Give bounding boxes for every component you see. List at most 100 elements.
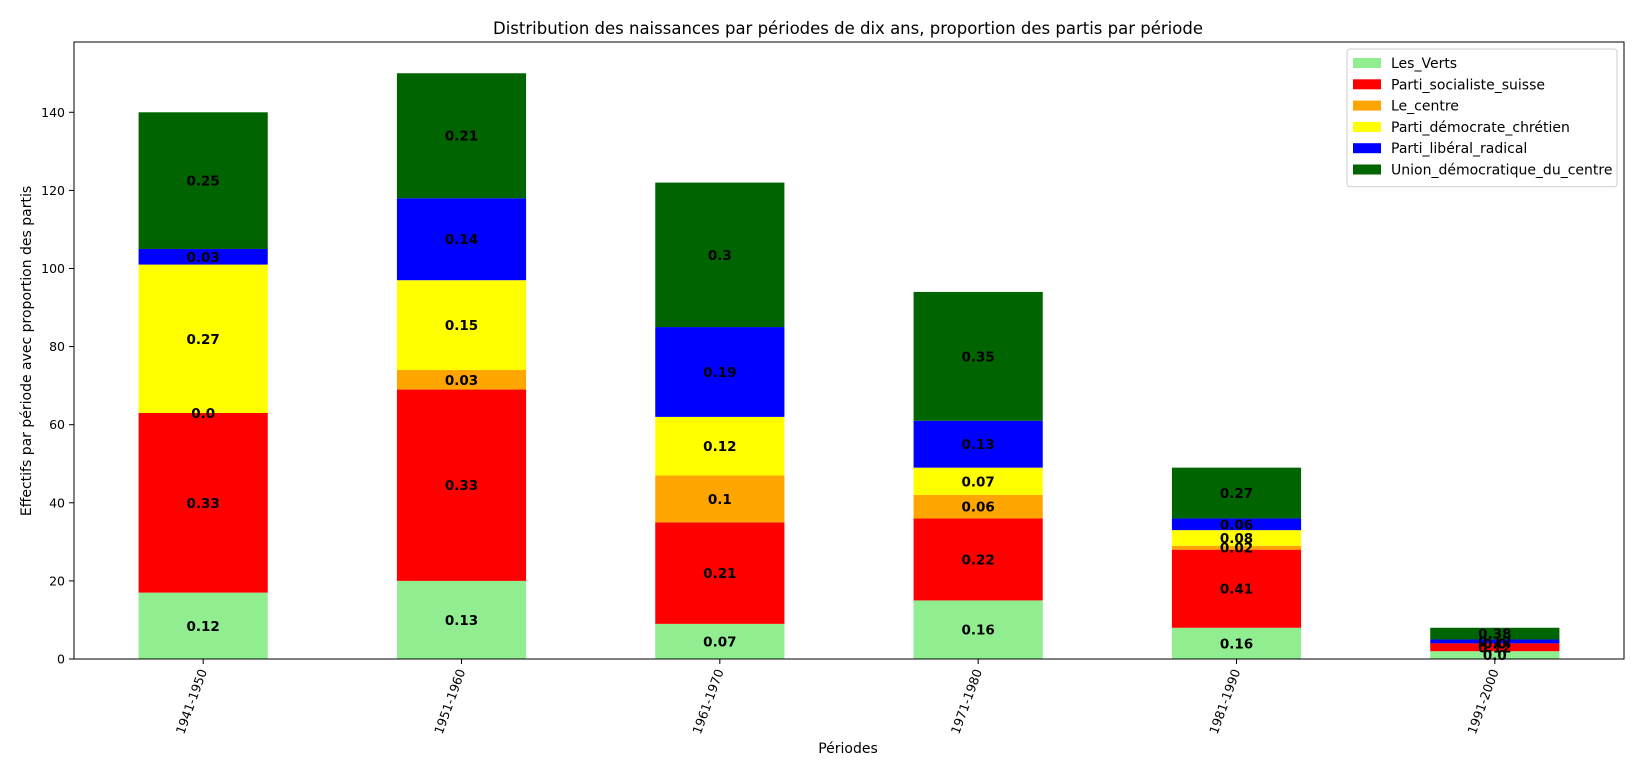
legend-box	[1346, 48, 1618, 188]
bar-value-label: 0.19	[703, 365, 736, 381]
bar-segment	[138, 248, 268, 265]
bar-value-label: 0.13	[445, 613, 478, 629]
bar-segment	[655, 475, 785, 523]
legend-entry-label: Parti_libéral_radical	[1391, 141, 1527, 157]
x-tick-label: 1961-1970	[689, 667, 726, 736]
legend-entry-label: Parti_socialiste_suisse	[1391, 77, 1545, 93]
bar-value-label: 0.07	[962, 474, 995, 490]
y-tick-label: 40	[49, 495, 65, 510]
bar-value-label: 0.22	[962, 552, 995, 568]
bar-value-label: 0.35	[962, 349, 995, 365]
bar-segment	[913, 518, 1043, 601]
bar-segment	[913, 494, 1043, 519]
bar-value-label: 0.08	[1220, 531, 1253, 547]
legend-swatch	[1353, 100, 1381, 111]
legend-swatch	[1353, 79, 1381, 90]
bar-segment	[1171, 530, 1302, 546]
bar-segment	[655, 416, 785, 476]
bar-value-label: 0.27	[187, 332, 220, 348]
bar-value-label: 0.27	[1220, 486, 1253, 502]
bar-labels-layer: 0.12 0.33 0.0 0.27 0.03 0.25 0.13 0.33 0.03 0.15 0…	[187, 129, 1512, 664]
x-tick-label: 1941-1950	[173, 667, 210, 736]
legend-swatch	[1353, 121, 1381, 132]
x-tick-label: 1991-2000	[1464, 667, 1501, 736]
bar-value-label: 0.12	[187, 619, 220, 635]
bar-value-label: 0.03	[445, 373, 478, 389]
chart-title: Distribution des naissances par périodes…	[493, 19, 1203, 38]
bar-segment	[138, 112, 268, 249]
bar-segment	[1171, 467, 1302, 519]
bar-value-label: 0.38	[1478, 627, 1511, 643]
bar-segment	[655, 522, 785, 624]
bar-value-label: 0.25	[187, 174, 220, 190]
legend-entry-label: Union_démocratique_du_centre	[1391, 163, 1612, 179]
bars-layer	[138, 73, 1560, 659]
x-tick-label: 1971-1980	[948, 667, 985, 736]
y-tick-label: 60	[49, 417, 65, 432]
bar-segment	[655, 623, 785, 659]
bar-segment	[1430, 639, 1560, 644]
bar-segment	[1430, 651, 1560, 659]
bar-value-label: 0.21	[703, 566, 736, 582]
bar-segment	[1430, 627, 1560, 640]
legend-entry-label: Les_Verts	[1391, 56, 1457, 72]
bar-value-label: 0.07	[703, 634, 736, 650]
bar-segment	[913, 600, 1043, 659]
bar-value-label: 0.33	[187, 496, 220, 512]
x-tick-label: 1981-1990	[1206, 667, 1243, 736]
bar-value-label: 0.0	[1483, 648, 1507, 664]
y-tick-label: 0	[57, 652, 65, 667]
bar-value-label: 0.0	[1483, 636, 1507, 652]
bar-value-label: 0.33	[445, 478, 478, 494]
bar-value-label: 0.12	[1478, 640, 1511, 656]
y-tick-label: 120	[41, 183, 65, 198]
bar-segment	[655, 327, 785, 417]
bar-value-label: 0.12	[1478, 634, 1511, 650]
plot-frame	[73, 41, 1625, 660]
bar-segment	[655, 182, 785, 328]
bar-segment	[913, 291, 1043, 421]
legend-swatch	[1353, 58, 1381, 68]
bar-segment	[138, 264, 268, 413]
bar-segment	[396, 198, 527, 281]
legend-entry-label: Parti_démocrate_chrétien	[1391, 120, 1570, 136]
x-axis-label: Périodes	[818, 741, 878, 757]
bar-segment	[396, 580, 527, 659]
bar-value-label: 0.3	[708, 248, 732, 264]
bar-segment	[138, 412, 268, 593]
bar-segment	[396, 73, 527, 199]
bar-value-label: 0.02	[1220, 541, 1253, 557]
bar-segment	[1430, 643, 1560, 652]
bar-value-label: 0.06	[1220, 517, 1253, 533]
bar-segment	[138, 592, 268, 659]
bar-value-label: 0.06	[962, 500, 995, 516]
legend-entry-label: Le_centre	[1391, 99, 1459, 115]
bar-value-label: 0.14	[445, 232, 478, 248]
bar-value-label: 0.1	[708, 492, 732, 508]
bar-value-label: 0.16	[962, 623, 995, 639]
bar-value-label: 0.0	[1483, 636, 1507, 652]
legend: Les_Verts Parti_socialiste_suisse Le_centr…	[1346, 48, 1618, 188]
bar-segment	[1171, 627, 1302, 659]
bar-value-label: 0.12	[703, 439, 736, 455]
legend-swatch	[1353, 143, 1381, 154]
bar-segment	[913, 420, 1043, 468]
bar-value-label: 0.15	[445, 318, 478, 334]
bar-segment	[396, 370, 527, 390]
y-tick-label: 20	[49, 573, 65, 588]
bar-value-label: 0.41	[1220, 582, 1253, 598]
y-axis-label: Effectifs par période avec proportion de…	[19, 186, 35, 516]
y-tick-label: 100	[41, 261, 65, 276]
bar-value-label: 0.13	[962, 437, 995, 453]
bar-value-label: 0.16	[1220, 636, 1253, 652]
bar-segment	[396, 280, 527, 371]
bar-segment	[396, 389, 527, 581]
y-tick-label: 140	[41, 105, 65, 120]
bar-segment	[1171, 545, 1302, 550]
bar-value-label: 0.21	[445, 129, 478, 145]
legend-swatch	[1353, 164, 1381, 175]
x-tick-label: 1951-1960	[431, 667, 468, 736]
bar-value-label: 0.03	[187, 250, 220, 266]
bar-segment	[1171, 518, 1302, 531]
